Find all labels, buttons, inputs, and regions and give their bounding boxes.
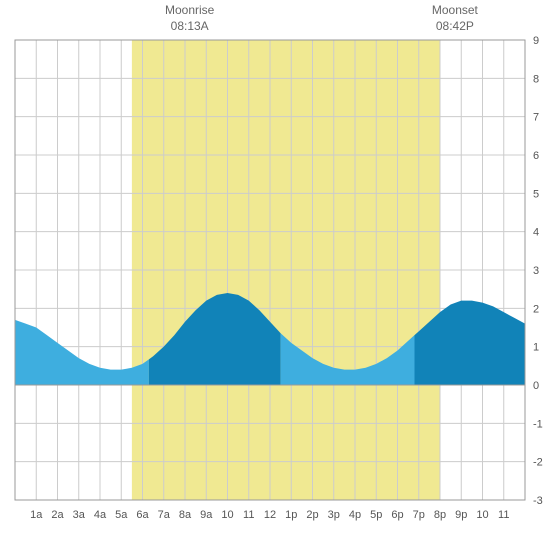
svg-text:3: 3 bbox=[533, 265, 539, 277]
svg-text:11: 11 bbox=[498, 509, 509, 521]
moonset-label: Moonset bbox=[432, 3, 478, 17]
svg-text:1a: 1a bbox=[30, 509, 43, 521]
svg-text:4p: 4p bbox=[349, 509, 361, 521]
svg-text:6a: 6a bbox=[136, 509, 149, 521]
svg-text:8: 8 bbox=[533, 73, 539, 85]
svg-text:-1: -1 bbox=[533, 418, 543, 430]
svg-text:4: 4 bbox=[533, 227, 539, 239]
svg-text:-3: -3 bbox=[533, 495, 543, 507]
svg-text:3a: 3a bbox=[73, 509, 86, 521]
svg-text:0: 0 bbox=[533, 380, 539, 392]
moonset-header: Moonset 08:42P bbox=[425, 3, 485, 34]
chart-svg: -3-2-101234567891a2a3a4a5a6a7a8a9a101112… bbox=[0, 0, 550, 550]
svg-text:6p: 6p bbox=[391, 509, 403, 521]
moonset-time: 08:42P bbox=[425, 19, 485, 35]
svg-text:2p: 2p bbox=[306, 509, 318, 521]
moonrise-label: Moonrise bbox=[165, 3, 214, 17]
svg-text:-2: -2 bbox=[533, 457, 543, 469]
svg-text:8p: 8p bbox=[434, 509, 446, 521]
svg-text:9p: 9p bbox=[455, 509, 467, 521]
svg-text:10: 10 bbox=[221, 509, 233, 521]
svg-text:7: 7 bbox=[533, 112, 539, 124]
svg-text:5p: 5p bbox=[370, 509, 382, 521]
svg-text:11: 11 bbox=[243, 509, 254, 521]
svg-text:10: 10 bbox=[476, 509, 488, 521]
svg-text:7a: 7a bbox=[158, 509, 171, 521]
svg-text:9: 9 bbox=[533, 35, 539, 47]
moonrise-header: Moonrise 08:13A bbox=[160, 3, 220, 34]
svg-text:12: 12 bbox=[264, 509, 276, 521]
tide-chart: -3-2-101234567891a2a3a4a5a6a7a8a9a101112… bbox=[0, 0, 550, 550]
svg-text:7p: 7p bbox=[413, 509, 425, 521]
svg-text:2a: 2a bbox=[51, 509, 64, 521]
svg-text:9a: 9a bbox=[200, 509, 213, 521]
svg-text:3p: 3p bbox=[328, 509, 340, 521]
svg-text:5: 5 bbox=[533, 188, 539, 200]
moonrise-time: 08:13A bbox=[160, 19, 220, 35]
svg-text:6: 6 bbox=[533, 150, 539, 162]
svg-text:5a: 5a bbox=[115, 509, 128, 521]
svg-text:1p: 1p bbox=[285, 509, 297, 521]
svg-text:2: 2 bbox=[533, 303, 539, 315]
svg-text:1: 1 bbox=[533, 342, 539, 354]
svg-text:4a: 4a bbox=[94, 509, 107, 521]
svg-text:8a: 8a bbox=[179, 509, 192, 521]
